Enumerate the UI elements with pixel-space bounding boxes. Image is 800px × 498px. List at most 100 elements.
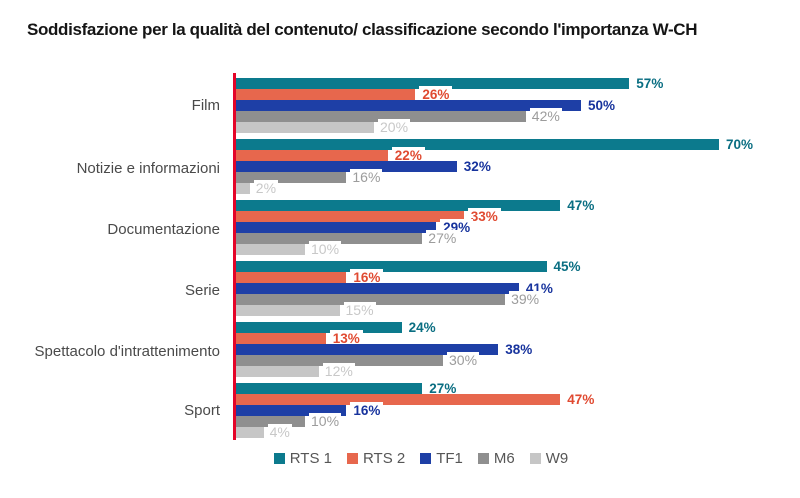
bar-rts-2 [236, 272, 347, 283]
bar-row: 38% [236, 341, 781, 358]
bar-w9 [236, 427, 264, 438]
bar-row: 26% [236, 86, 781, 103]
bar-value-label: 42% [529, 108, 562, 125]
category-label: Film [191, 96, 220, 114]
bar-rts-2 [236, 394, 561, 405]
legend: RTS 1 RTS 2 TF1 M6 W9 [0, 450, 800, 467]
bar-row: 39% [236, 291, 781, 308]
bar-tf1 [236, 222, 437, 233]
bar-value-label: 16% [350, 402, 384, 419]
bar-row: 29% [236, 219, 781, 236]
bar-rts-1 [236, 261, 547, 272]
category-bars: 70% 22% 32% 16% 2% [233, 136, 781, 200]
category-group: Film 57% 26% 50% 42% 20% [0, 73, 781, 139]
bar-m6 [236, 416, 305, 427]
category-group: Sport 27% 47% 16% 10% 4% [0, 380, 781, 441]
bar-row: 16% [236, 269, 781, 286]
bar-row: 47% [236, 391, 781, 408]
bar-row: 2% [236, 180, 781, 197]
bar-row: 10% [236, 241, 781, 258]
category-label: Sport [184, 402, 220, 420]
bar-value-label: 47% [564, 391, 598, 408]
bar-value-label: 27% [426, 230, 459, 247]
legend-swatch-icon [529, 453, 541, 464]
bar-row: 47% [236, 197, 781, 214]
bar-value-label: 38% [502, 341, 536, 358]
bar-value-label: 27% [426, 380, 460, 397]
bar-rts-1 [236, 322, 402, 333]
legend-item: RTS 1 [273, 450, 332, 467]
legend-swatch-icon [273, 453, 285, 464]
category-bars: 27% 47% 16% 10% 4% [233, 380, 781, 441]
bar-row: 16% [236, 169, 781, 186]
legend-label: TF1 [436, 450, 463, 467]
category-group: Serie 45% 16% 41% 39% 15% [0, 258, 781, 322]
bar-value-label: 47% [564, 197, 598, 214]
bar-row: 22% [236, 147, 781, 164]
bar-rts-2 [236, 89, 416, 100]
bar-row: 12% [236, 363, 781, 380]
bar-tf1 [236, 100, 581, 111]
bar-rts-2 [236, 150, 388, 161]
bar-w9 [236, 305, 340, 316]
bar-value-label: 39% [509, 291, 542, 308]
bar-rts-2 [236, 333, 326, 344]
category-label: Spettacolo d'intrattenimento [34, 343, 220, 361]
legend-item: M6 [477, 450, 515, 467]
bar-row: 42% [236, 108, 781, 125]
bar-value-label: 4% [267, 424, 292, 441]
legend-label: M6 [493, 450, 515, 467]
bar-rts-2 [236, 211, 464, 222]
bar-row: 4% [236, 424, 781, 441]
bar-row: 33% [236, 208, 781, 225]
legend-item: RTS 2 [346, 450, 405, 467]
bar-w9 [236, 244, 305, 255]
bar-value-label: 20% [378, 119, 411, 136]
bar-tf1 [236, 344, 499, 355]
category-label: Serie [184, 282, 220, 300]
bar-row: 16% [236, 402, 781, 419]
bar-row: 13% [236, 330, 781, 347]
bar-value-label: 2% [253, 180, 279, 197]
legend-swatch-icon [346, 453, 358, 464]
bar-row: 32% [236, 158, 781, 175]
bar-value-label: 70% [723, 136, 757, 153]
bar-rts-1 [236, 200, 561, 211]
bar-value-label: 32% [460, 158, 494, 175]
bar-m6 [236, 355, 443, 366]
bar-value-label: 22% [391, 147, 425, 164]
bar-row: 27% [236, 230, 781, 247]
bar-value-label: 57% [633, 75, 667, 92]
bar-value-label: 15% [343, 302, 376, 319]
category-bars: 57% 26% 50% 42% 20% [233, 73, 781, 139]
bar-row: 30% [236, 352, 781, 369]
bar-value-label: 24% [405, 319, 439, 336]
bar-value-label: 10% [309, 241, 342, 258]
bar-chart: Film 57% 26% 50% 42% 20% Notizie e informazion… [0, 73, 781, 441]
bar-value-label: 50% [585, 97, 619, 114]
bar-value-label: 33% [467, 208, 501, 225]
bar-row: 45% [236, 258, 781, 275]
bar-row: 24% [236, 319, 781, 336]
bar-m6 [236, 294, 506, 305]
bar-row: 57% [236, 75, 781, 92]
bar-tf1 [236, 405, 347, 416]
category-group: Notizie e informazioni 70% 22% 32% 16% 2% [0, 136, 781, 200]
bar-value-label: 16% [350, 169, 383, 186]
bar-tf1 [236, 283, 519, 294]
chart-title: Soddisfazione per la qualità del contenu… [27, 20, 698, 39]
bar-w9 [236, 183, 250, 194]
bar-m6 [236, 233, 423, 244]
bar-value-label: 16% [350, 269, 384, 286]
bar-row: 15% [236, 302, 781, 319]
legend-item: TF1 [420, 450, 463, 467]
bar-rts-1 [236, 78, 630, 89]
legend-label: W9 [545, 450, 569, 467]
bar-m6 [236, 111, 526, 122]
bar-row: 20% [236, 119, 781, 136]
bar-w9 [236, 366, 319, 377]
bar-value-label: 12% [322, 363, 355, 380]
bar-rts-1 [236, 383, 423, 394]
bar-value-label: 45% [550, 258, 584, 275]
